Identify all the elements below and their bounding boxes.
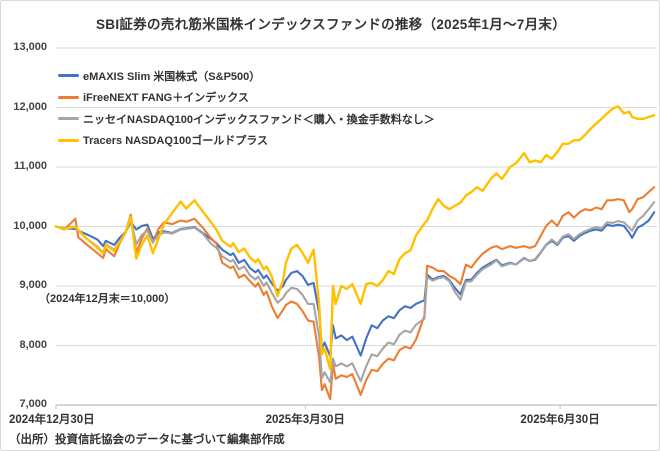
- series-line-3: [54, 105, 656, 371]
- series-line-2: [54, 201, 656, 384]
- y-axis-label: 8,000: [19, 338, 47, 351]
- legend-label: eMAXIS Slim 米国株式（S&P500）: [83, 70, 261, 83]
- chart-title: SBI証券の売れ筋米国株インデックスファンドの推移（2025年1月〜7月末）: [95, 17, 567, 32]
- legend-label: iFreeNEXT FANG＋インデックス: [83, 92, 249, 105]
- legend-label: Tracers NASDAQ100ゴールドプラス: [83, 135, 269, 148]
- y-axis-label: 11,000: [13, 160, 47, 172]
- y-axis-label: 10,000: [13, 219, 47, 232]
- legend-item-goldplus: Tracers NASDAQ100ゴールドプラス: [58, 130, 435, 152]
- x-axis-label-start: 2024年12月30日: [9, 414, 95, 426]
- series-line-0: [54, 211, 656, 358]
- baseline-annotation: （2024年12月末＝10,000）: [39, 293, 176, 305]
- legend-item-sp500: eMAXIS Slim 米国株式（S&P500）: [58, 65, 435, 87]
- legend-line-swatch-gray: [58, 117, 79, 121]
- series-line-1: [54, 186, 656, 401]
- y-axis-label: 9,000: [19, 279, 47, 291]
- y-axis-label: 7,000: [19, 398, 47, 410]
- legend-item-fangplus: iFreeNEXT FANG＋インデックス: [58, 87, 435, 109]
- legend-line-swatch-blue: [58, 74, 79, 78]
- y-axis-label: 12,000: [13, 100, 47, 113]
- legend-item-nasdaq100: ニッセイNASDAQ100インデックスファンド＜購入・換金手数料なし＞: [58, 108, 435, 130]
- legend-line-swatch-orange: [58, 95, 79, 99]
- legend-line-swatch-gold: [58, 138, 79, 142]
- source-note: （出所）投資信託協会のデータに基づいて編集部作成: [9, 434, 285, 446]
- x-axis-label-mid: 2025年3月30日: [265, 414, 345, 426]
- legend-label: ニッセイNASDAQ100インデックスファンド＜購入・換金手数料なし＞: [83, 113, 435, 126]
- chart-legend: eMAXIS Slim 米国株式（S&P500） iFreeNEXT FANG＋…: [58, 65, 435, 151]
- x-axis-label-end: 2025年6月30日: [520, 414, 600, 426]
- y-axis-label: 13,000: [13, 41, 47, 53]
